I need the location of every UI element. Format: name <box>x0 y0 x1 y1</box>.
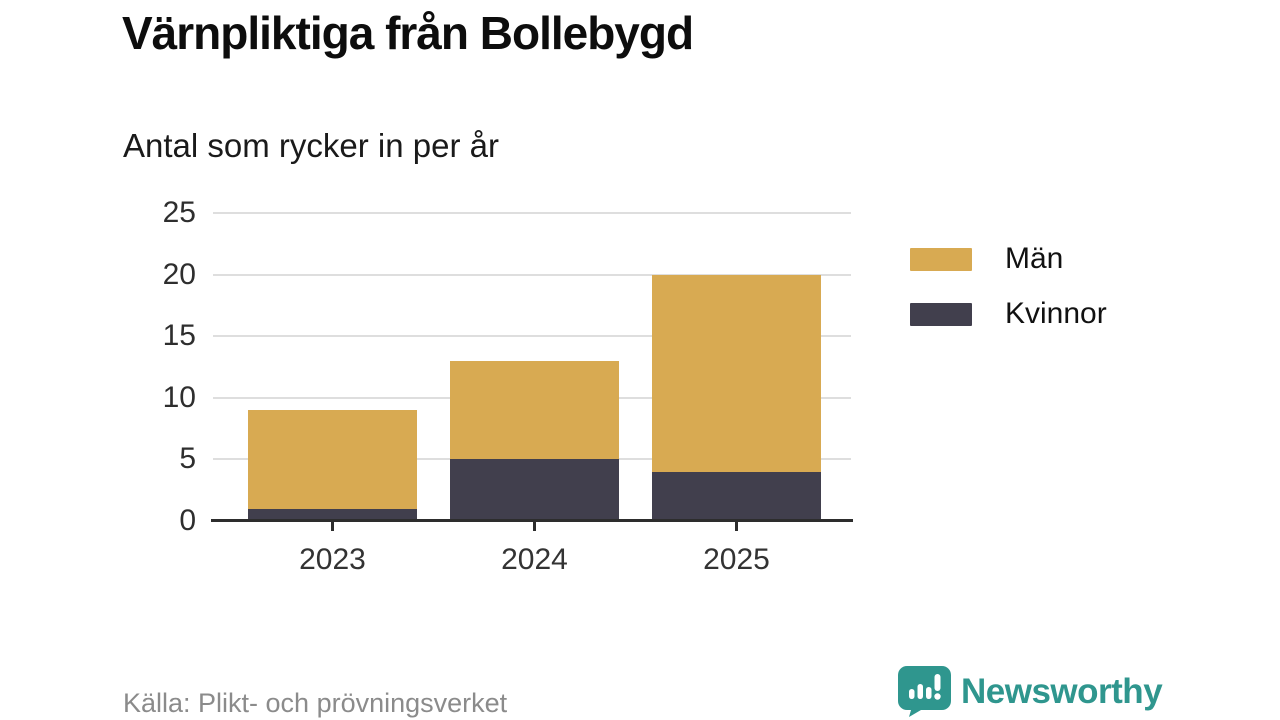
x-axis-tick-label: 2025 <box>703 543 770 576</box>
bar-segment-2024-kvinnor <box>450 459 619 521</box>
y-axis-tick-label: 0 <box>179 504 196 537</box>
legend-label: Män <box>1005 242 1064 275</box>
x-axis-tick-label: 2023 <box>299 543 366 576</box>
newsworthy-logo: Newsworthy <box>897 665 1163 717</box>
y-axis-tick-label: 10 <box>162 380 196 414</box>
legend-swatch-kvinnor <box>910 302 972 326</box>
y-axis-tick-label: 20 <box>162 257 196 291</box>
gridline <box>213 212 851 214</box>
legend-label: Kvinnor <box>1005 297 1107 330</box>
bar-segment-2025-kvinnor <box>652 471 821 521</box>
bar-segment-2023-kvinnor <box>248 508 417 521</box>
chart-subtitle: Antal som rycker in per år <box>123 127 499 164</box>
source-note: Källa: Plikt- och prövningsverket <box>123 688 508 718</box>
bar-segment-2025-män <box>652 274 821 472</box>
y-axis-tick-label: 5 <box>179 442 196 476</box>
x-axis-tick <box>533 522 536 531</box>
y-axis-tick-label: 15 <box>162 319 196 353</box>
x-axis-tick <box>331 522 334 531</box>
legend-item-kvinnor: Kvinnor <box>910 298 1107 330</box>
gridline <box>213 335 851 338</box>
x-axis-line <box>211 519 853 522</box>
chart-legend: Män Kvinnor <box>910 243 1107 353</box>
page-title: Värnpliktiga från Bollebygd <box>122 7 694 59</box>
bar-segment-2024-män <box>450 360 619 460</box>
bar-segment-2023-män <box>248 410 417 509</box>
y-axis-tick-label: 25 <box>162 196 196 229</box>
newsworthy-chart-bubble-icon <box>897 665 952 717</box>
legend-item-män: Män <box>910 243 1107 275</box>
gridline <box>213 273 851 276</box>
legend-swatch-män <box>910 247 972 271</box>
newsworthy-wordmark: Newsworthy <box>961 672 1163 711</box>
x-axis-tick-label: 2024 <box>501 543 568 576</box>
x-axis-tick <box>735 522 738 531</box>
